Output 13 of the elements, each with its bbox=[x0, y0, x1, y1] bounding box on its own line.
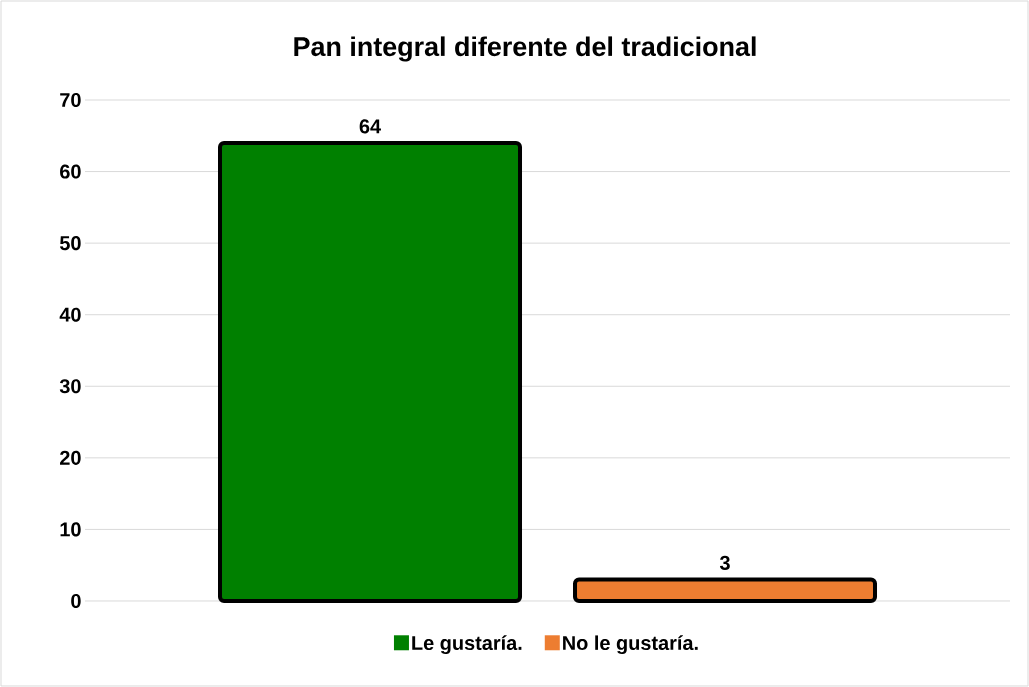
chart-title: Pan integral diferente del tradicional bbox=[294, 36, 756, 62]
data-label: 64 bbox=[359, 119, 381, 134]
y-tick-label: 0 bbox=[71, 593, 81, 609]
y-tick-label: 20 bbox=[60, 450, 81, 465]
y-tick-label: 30 bbox=[59, 379, 81, 394]
y-tick-label: 70 bbox=[60, 92, 81, 108]
y-tick-label: 50 bbox=[59, 236, 81, 251]
y-tick-label: 60 bbox=[60, 164, 81, 179]
legend-label: Le gustaría. bbox=[412, 635, 522, 655]
legend-label: No le gustaría. bbox=[563, 635, 698, 655]
y-tick-label: 40 bbox=[59, 307, 81, 322]
y-tick-label: 10 bbox=[60, 522, 81, 537]
data-label: 3 bbox=[719, 555, 730, 570]
